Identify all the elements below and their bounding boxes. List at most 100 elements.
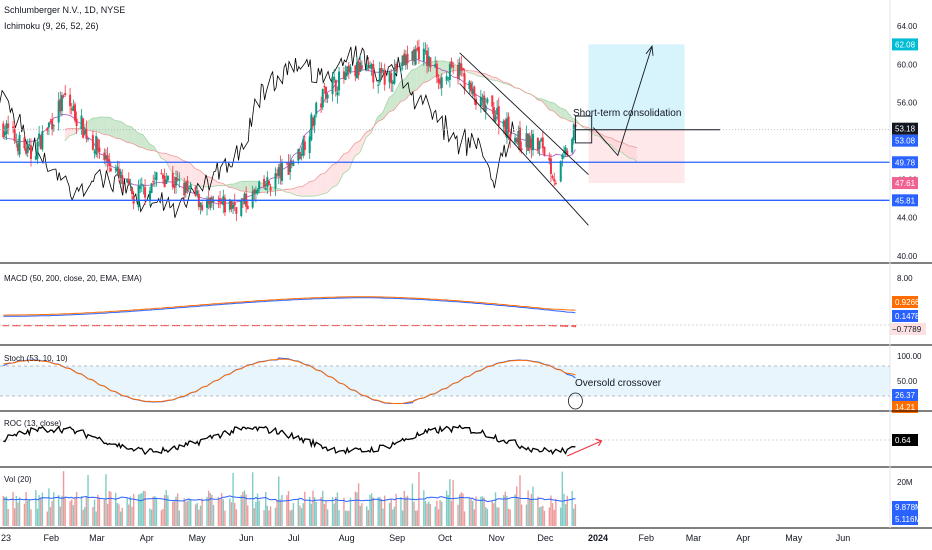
cloud-segment-bearish <box>214 180 217 187</box>
volume-bar <box>537 496 539 526</box>
macd-histogram-bar <box>564 325 567 327</box>
macd-histogram-bar <box>41 325 44 327</box>
volume-bar <box>217 496 220 526</box>
cloud-segment-bearish <box>488 75 491 80</box>
candle-body <box>439 79 442 85</box>
cloud-segment-bearish <box>294 187 297 196</box>
candle-body <box>536 137 539 151</box>
volume-bar <box>80 495 83 526</box>
volume-bar <box>106 503 109 526</box>
candle-body <box>303 141 306 150</box>
time-axis-label: Apr <box>736 533 750 543</box>
cloud-segment-bullish <box>133 128 135 145</box>
macd-histogram-bar <box>105 325 107 327</box>
candle-body <box>403 53 406 66</box>
time-axis-label: Sep <box>389 533 405 543</box>
macd-histogram-bar <box>403 325 405 327</box>
volume-bar <box>269 506 272 526</box>
macd-histogram-bar <box>278 325 280 327</box>
candle-body <box>150 183 153 193</box>
time-axis-label: May <box>785 533 803 543</box>
volume-bar <box>207 490 210 526</box>
volume-bar <box>163 495 166 526</box>
macd-histogram-bar <box>36 325 39 327</box>
volume-bar <box>426 503 428 526</box>
macd-histogram-bar <box>240 325 242 327</box>
macd-histogram-bar <box>540 325 542 327</box>
candle-body <box>310 114 313 140</box>
macd-histogram-bar <box>51 325 53 327</box>
volume-bar <box>155 497 158 526</box>
macd-histogram-bar <box>439 325 441 327</box>
macd-histogram-bar <box>507 325 510 327</box>
macd-histogram-bar <box>160 325 163 327</box>
volume-bar <box>449 479 451 526</box>
macd-histogram-bar <box>276 325 278 327</box>
candle-body <box>119 171 122 179</box>
macd-histogram-bar <box>457 325 459 327</box>
volume-bar <box>475 496 477 526</box>
cloud-segment-bullish <box>110 117 112 137</box>
macd-histogram-bar <box>232 325 234 327</box>
candle-body <box>220 201 223 204</box>
candle-body <box>458 62 461 76</box>
stoch-panel <box>0 357 890 410</box>
macd-histogram-bar <box>163 325 166 327</box>
cloud-segment-bearish <box>69 128 75 136</box>
volume-bar <box>427 501 430 526</box>
candle-body <box>18 134 21 155</box>
time-axis-label: Oct <box>438 533 453 543</box>
volume-bar <box>517 497 520 526</box>
macd-histogram-bar <box>380 325 383 327</box>
candle-body <box>413 49 416 62</box>
macd-histogram-bar <box>198 325 200 327</box>
cloud-segment-bullish <box>248 181 251 193</box>
candle-body <box>540 138 543 142</box>
macd-histogram-bar <box>141 325 143 327</box>
candle-body <box>437 78 440 83</box>
macd-histogram-bar <box>574 325 577 328</box>
macd-histogram-bar <box>40 325 42 327</box>
macd-histogram-bar <box>361 325 363 327</box>
volume-bar <box>403 490 405 526</box>
candle-body <box>331 78 334 95</box>
macd-histogram-bar <box>566 325 568 328</box>
volume-bar <box>349 497 352 526</box>
volume-bar <box>128 504 130 526</box>
candle-body <box>241 198 244 201</box>
macd-histogram-bar <box>388 325 391 327</box>
volume-bar <box>553 509 555 526</box>
macd-histogram-bar <box>470 325 472 327</box>
volume-bar <box>23 503 26 526</box>
macd-histogram-bar <box>413 325 415 327</box>
volume-bar <box>2 495 4 526</box>
cloud-segment-bearish <box>160 152 166 161</box>
cloud-segment-bullish <box>239 181 241 191</box>
candle-body <box>298 151 301 160</box>
cloud-segment-bullish <box>433 61 435 78</box>
macd-histogram-bar <box>452 325 454 327</box>
candle-body <box>148 190 151 202</box>
candle-body <box>502 120 505 127</box>
cloud-segment-bullish <box>90 118 93 132</box>
candle-body <box>325 86 328 99</box>
macd-histogram-bar <box>538 325 541 327</box>
macd-histogram-bar <box>217 325 220 327</box>
volume-bar <box>573 508 575 526</box>
macd-histogram-bar <box>175 325 177 327</box>
candle-body <box>223 198 226 213</box>
candle-body <box>553 178 556 182</box>
candle-body <box>140 183 143 185</box>
volume-bar <box>566 495 568 526</box>
volume-bar <box>463 511 466 526</box>
cloud-segment-bearish <box>284 189 287 193</box>
macd-histogram-bar <box>251 325 254 327</box>
candle-body <box>233 202 236 206</box>
volume-bar <box>447 495 449 526</box>
volume-bar <box>93 499 96 526</box>
candle-body <box>365 64 368 71</box>
macd-histogram-bar <box>525 325 528 327</box>
candle-body <box>370 64 373 69</box>
macd-histogram-bar <box>423 325 425 327</box>
